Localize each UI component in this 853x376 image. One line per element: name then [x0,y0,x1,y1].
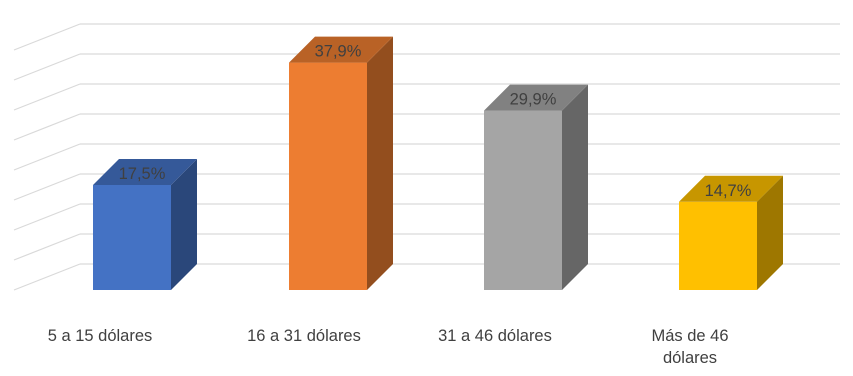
data-label: 29,9% [510,91,557,109]
category-label: 5 a 15 dólares [20,325,180,347]
bar-top [93,159,197,185]
bar-front [679,201,757,290]
bar-front [289,62,367,290]
bar [93,159,197,290]
bar-top [484,84,588,111]
gridline-diagonal [13,83,81,111]
category-label: Más de 46 dólares [640,325,740,369]
category-label-line: 31 a 46 dólares [438,327,552,345]
bar [679,175,783,290]
bar-front [93,185,171,290]
category-label-line: 5 a 15 dólares [47,327,153,345]
gridline-diagonal [13,233,81,261]
bar-front [484,110,562,290]
bar-top [679,175,783,202]
gridline-diagonal [13,173,81,201]
gridline-diagonal [13,23,81,51]
data-label: 17,5% [119,165,166,183]
category-label-line: 16 a 31 dólares [247,327,361,345]
gridline-diagonal [13,53,81,81]
data-labels: 17,5% 37,9% 29,9% 14,7% [119,43,752,200]
gridline-diagonal [13,263,81,291]
bar-top [289,36,393,63]
gridlines [13,23,840,291]
bar-side [171,159,197,290]
category-label-line: dólares [662,349,718,367]
category-label-line: Más de 46 [651,327,729,345]
gridline-diagonal [13,203,81,231]
data-label: 37,9% [315,43,362,61]
category-label: 31 a 46 dólares [415,325,575,347]
gridline-diagonal [13,113,81,141]
bar-side [562,84,588,290]
data-label: 14,7% [705,182,752,200]
bars [93,36,783,290]
gridline-diagonal [13,143,81,171]
bar [289,36,393,290]
bar-side [757,175,783,290]
bar-side [367,36,393,290]
bar [484,84,588,290]
category-label: 16 a 31 dólares [224,325,384,347]
